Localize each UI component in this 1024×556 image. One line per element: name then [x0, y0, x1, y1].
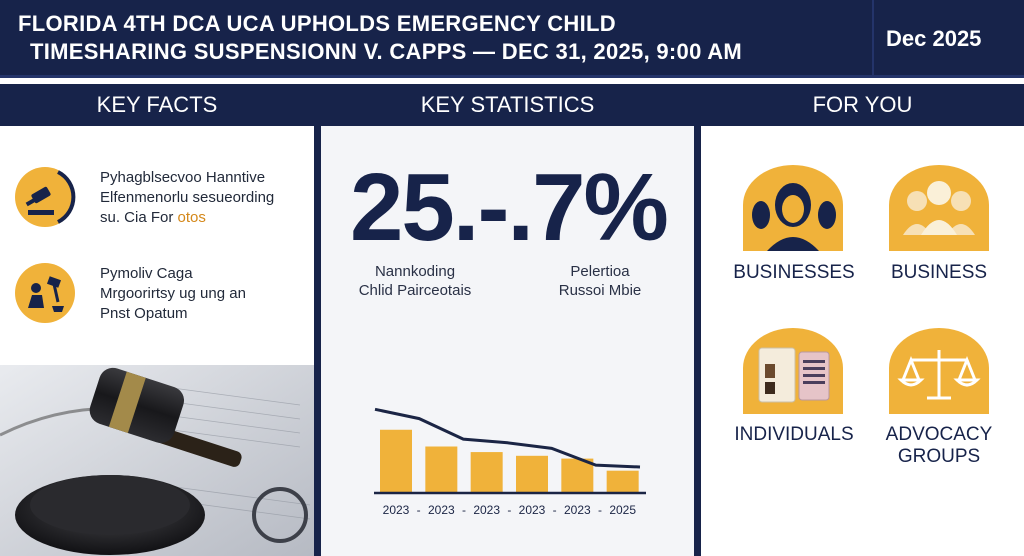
chart-x-tick-separator: - — [507, 503, 511, 517]
documents-icon — [743, 328, 843, 414]
page-title: FLORIDA 4TH DCA UCA UPHOLDS EMERGENCY CH… — [18, 10, 848, 66]
chart-x-tick-separator: - — [598, 503, 602, 517]
chart-bar — [470, 452, 503, 493]
fact-2-line-3: Pnst Opatum — [100, 305, 188, 322]
fact-1-line-3-prefix: su. Cia For — [100, 209, 178, 226]
chart-x-tick-label: 2023 — [519, 503, 546, 517]
column-heading-for-you: FOR YOU — [701, 84, 1024, 126]
trend-bar-chart: 2023-2023-2023-2023-2023-2025 — [374, 407, 646, 517]
header-separator — [872, 0, 874, 78]
title-line-2: TIMESHARING SUSPENSIONN V. CAPPS — DEC 3… — [30, 39, 743, 64]
chart-x-tick-separator: - — [462, 503, 466, 517]
fact-item-2: Pymoliv Caga Mrgoorirtsy ug ung an Pnst … — [100, 264, 300, 324]
column-divider-left — [314, 84, 321, 556]
scales-icon — [889, 328, 989, 414]
fact-2-line-1: Pymoliv Caga — [100, 265, 193, 282]
audience-label-businesses: BUSINESSES — [733, 262, 855, 283]
gavel-icon — [15, 167, 76, 227]
audience-label-advocacy-groups: ADVOCACY GROUPS — [869, 424, 1009, 468]
people-silhouette-icon — [743, 165, 843, 251]
chart-x-tick-separator: - — [417, 503, 421, 517]
stat-label-left: Nannkoding Chlid Pairceotais — [340, 262, 490, 300]
fact-1-line-1: Pyhagblsecvoo Hanntive — [100, 169, 266, 186]
stat-label-left-line-1: Nannkoding — [374, 263, 456, 280]
chart-x-tick-label: 2023 — [473, 503, 500, 517]
group-icon — [889, 165, 989, 251]
chart-x-tick-separator: - — [553, 503, 557, 517]
chart-x-tick-label: 2023 — [383, 503, 410, 517]
stat-label-right-line-1: Pelertioa — [570, 263, 630, 280]
fact-1-line-3: su. Cia For otos — [100, 208, 300, 228]
headline-statistic: 25.-.7% — [350, 154, 669, 261]
chart-x-tick-label: 2025 — [609, 503, 636, 517]
column-divider-right — [694, 84, 701, 556]
column-heading-key-facts: KEY FACTS — [0, 84, 314, 126]
gavel-photo — [0, 365, 314, 556]
audience-label-advocacy-line-1: ADVOCACY — [885, 424, 993, 445]
chart-x-tick-label: 2023 — [564, 503, 591, 517]
header-banner: FLORIDA 4TH DCA UCA UPHOLDS EMERGENCY CH… — [0, 0, 1024, 78]
audience-label-business: BUSINESS — [890, 262, 988, 283]
title-line-1: FLORIDA 4TH DCA UCA UPHOLDS EMERGENCY CH… — [18, 11, 616, 36]
fact-2-line-2: Mrgoorirtsy ug ung an — [100, 285, 246, 302]
header-date: Dec 2025 — [886, 26, 982, 51]
column-heading-key-statistics: KEY STATISTICS — [321, 84, 694, 126]
stat-label-right: Pelertioa Russoi Mbie — [535, 262, 665, 300]
fact-1-line-2: Elfenmenorlu sesueording — [100, 189, 275, 206]
chart-bar — [606, 470, 639, 493]
audience-label-individuals: INDIVIDUALS — [734, 424, 854, 445]
chart-bar — [561, 458, 594, 493]
judge-gavel-icon — [15, 263, 75, 323]
chart-x-tick-label: 2023 — [428, 503, 455, 517]
fact-item-1: Pyhagblsecvoo Hanntive Elfenmenorlu sesu… — [100, 168, 300, 228]
chart-bar — [425, 446, 458, 493]
audience-label-advocacy-line-2: GROUPS — [897, 446, 981, 467]
fact-1-highlight: otos — [177, 209, 206, 226]
chart-bar — [380, 429, 412, 493]
stat-label-left-line-2: Chlid Pairceotais — [358, 282, 472, 299]
stat-label-right-line-2: Russoi Mbie — [558, 282, 642, 299]
gavel-image — [0, 365, 314, 556]
chart-trend-line — [374, 407, 641, 469]
chart-bar — [516, 455, 548, 493]
